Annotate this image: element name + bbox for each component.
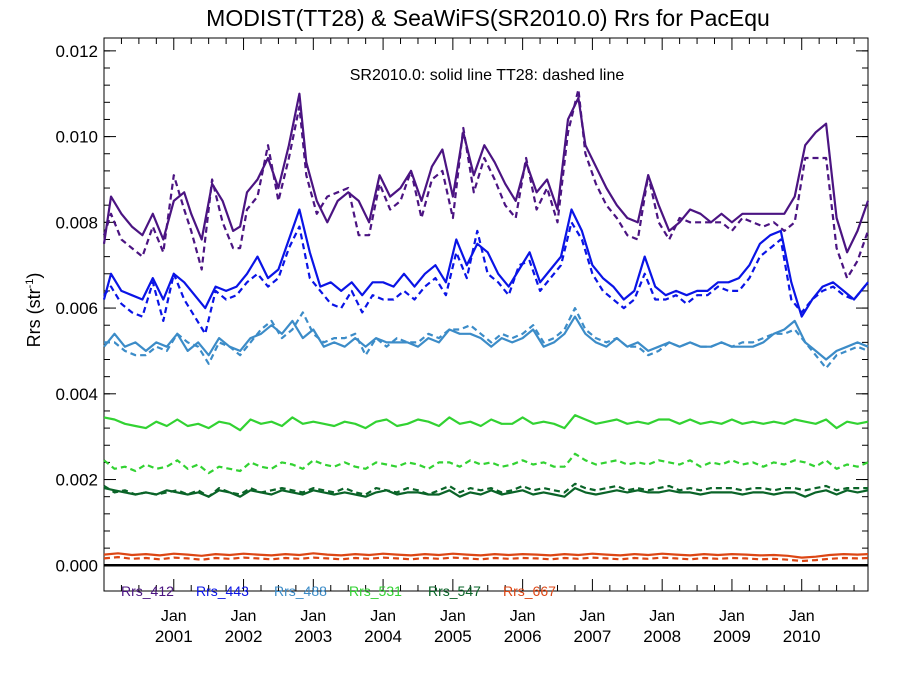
plot-frame <box>103 37 869 592</box>
series-line-dashed-rrs-412 <box>102 88 870 280</box>
legend-item-rrs-667: Rrs_667 <box>503 583 556 599</box>
series-line-dashed-rrs-667 <box>103 555 869 563</box>
chart-title: MODIST(TT28) & SeaWiFS(SR2010.0) Rrs for… <box>206 5 770 31</box>
x-tick-label-month: Jan <box>649 608 675 625</box>
x-tick-label-year: 2005 <box>434 627 472 646</box>
x-tick-label-month: Jan <box>300 608 326 625</box>
y-tick-label: 0.002 <box>55 471 98 490</box>
x-tick-label-year: 2003 <box>294 627 332 646</box>
y-tick-label: 0.006 <box>55 299 98 318</box>
y-tick-label: 0.004 <box>55 385 98 404</box>
series-line-solid-rrs-412 <box>102 92 870 254</box>
series-line-dashed-rrs-547 <box>103 482 868 498</box>
x-tick-label-year: 2001 <box>155 627 193 646</box>
x-tick-label-month: Jan <box>510 608 536 625</box>
legend-item-rrs-547: Rrs_547 <box>428 583 481 599</box>
series-line-dashed-rrs-488 <box>104 307 869 370</box>
y-axis-label-main: Rrs (str <box>24 288 44 347</box>
series-line-dashed-rrs-443 <box>103 221 869 335</box>
x-tick-label-year: 2010 <box>783 627 821 646</box>
y-axis-label-superscript: -1 <box>24 279 36 289</box>
plot-area: 0.000 0.002 0.004 0.006 0.008 0.010 0.012 Jan 20… <box>55 37 869 646</box>
series-line-solid-rrs-667 <box>103 552 869 559</box>
series-line-solid-rrs-547 <box>103 487 869 498</box>
y-tick-label: 0.000 <box>55 556 98 575</box>
legend-item-rrs-531: Rrs_531 <box>349 583 402 599</box>
x-tick-label-year: 2006 <box>504 627 542 646</box>
x-tick-label-year: 2004 <box>364 627 402 646</box>
x-tick-label-month: Jan <box>370 608 396 625</box>
y-tick-label: 0.010 <box>55 128 98 147</box>
x-tick-label-month: Jan <box>440 608 466 625</box>
legend-item-rrs-488: Rrs_488 <box>274 583 327 599</box>
x-tick-label-month: Jan <box>231 608 257 625</box>
series-line-dashed-rrs-531 <box>103 452 869 475</box>
series-line-solid-rrs-531 <box>103 414 869 432</box>
y-axis-label-end: ) <box>24 273 44 279</box>
x-tick-label-year: 2007 <box>573 627 611 646</box>
x-tick-label-month: Jan <box>161 608 187 625</box>
legend: Rrs_412 Rrs_443 Rrs_488 Rrs_531 Rrs_547 Rrs_6… <box>121 583 556 599</box>
x-tick-label-month: Jan <box>719 608 745 625</box>
x-tick-label-year: 2002 <box>225 627 263 646</box>
y-tick-label: 0.012 <box>55 42 98 61</box>
y-tick-label: 0.008 <box>55 213 98 232</box>
chart-subtitle: SR2010.0: solid line TT28: dashed line <box>350 67 625 84</box>
x-tick-label-month: Jan <box>580 608 606 625</box>
legend-item-rrs-443: Rrs_443 <box>196 583 249 599</box>
legend-item-rrs-412: Rrs_412 <box>121 583 174 599</box>
y-axis-label: Rrs (str-1) <box>24 273 44 348</box>
x-tick-label-year: 2009 <box>713 627 751 646</box>
x-tick-label-year: 2008 <box>643 627 681 646</box>
series-layer <box>102 88 870 563</box>
x-tick-label-month: Jan <box>789 608 815 625</box>
